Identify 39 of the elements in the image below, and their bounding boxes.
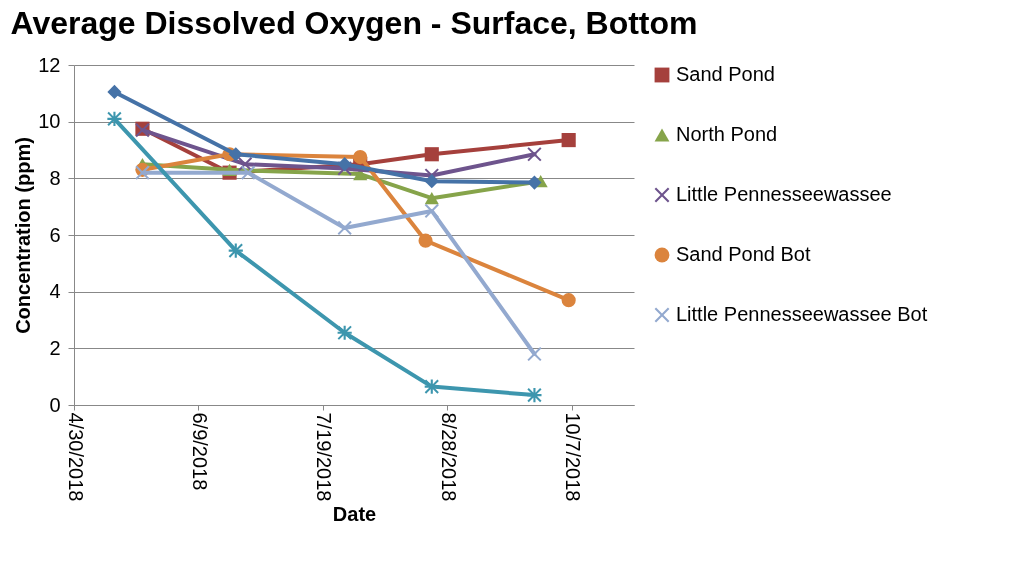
point (527, 388, 542, 403)
y-axis-title: Concentration (ppm) (12, 137, 35, 334)
legend-label: Sand Pond Bot (676, 243, 811, 265)
point (561, 133, 576, 148)
point (337, 157, 352, 172)
point (353, 150, 368, 165)
point (337, 220, 352, 235)
point (424, 192, 439, 205)
x-tick-label: 10/7/2018 (562, 412, 585, 502)
point (424, 174, 439, 189)
y-tick-label: 6 (49, 223, 61, 246)
x-tick-label: 6/9/2018 (188, 412, 211, 491)
x-axis-title: Date (332, 503, 377, 526)
y-tick-label: 2 (49, 336, 61, 359)
y-tick-label: 0 (49, 393, 61, 416)
y-tick-label: 4 (49, 280, 61, 303)
point (424, 147, 439, 162)
point (241, 165, 256, 180)
chart-title: Average Dissolved Oxygen - Surface, Bottom (10, 5, 698, 41)
point (107, 111, 122, 126)
x-tick-label: 7/19/2018 (313, 412, 336, 502)
point (424, 379, 439, 394)
legend-label: Little Pennesseewassee Bot (676, 303, 928, 325)
y-tick-label: 10 (38, 110, 61, 133)
point (107, 84, 122, 99)
point (424, 203, 439, 218)
point (561, 293, 576, 308)
point (228, 147, 243, 162)
x-tick-label: 4/30/2018 (64, 412, 87, 502)
legend-label: Sand Pond (676, 63, 775, 85)
point (527, 147, 542, 162)
legend-label: Little Pennesseewassee (676, 183, 892, 205)
point (228, 243, 243, 258)
y-tick-label: 12 (38, 53, 61, 76)
point (418, 233, 433, 248)
legend-label: North Pond (676, 123, 778, 145)
y-tick-label: 8 (49, 166, 61, 189)
point (527, 175, 542, 190)
x-tick-label: 8/28/2018 (437, 412, 460, 502)
